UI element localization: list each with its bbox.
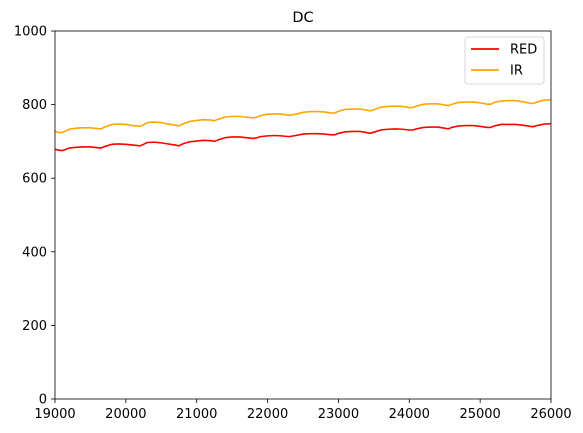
x-tick-label: 26000 <box>530 407 571 422</box>
y-tick-label: 600 <box>22 172 47 187</box>
y-tick-label: 400 <box>22 245 47 260</box>
x-tick-label: 25000 <box>459 407 500 422</box>
plot-area-frame <box>54 30 552 400</box>
y-tick-label: 0 <box>39 393 47 408</box>
y-tick-label: 800 <box>22 98 47 113</box>
y-tick-label: 1000 <box>14 25 47 40</box>
x-tick-label: 21000 <box>176 407 217 422</box>
x-axis-ticks: 19000 20000 21000 22000 23000 24000 25000 26000 <box>34 399 572 422</box>
legend-label-ir: IR <box>510 64 523 79</box>
x-tick-label: 22000 <box>247 407 288 422</box>
y-tick-label: 200 <box>22 319 47 334</box>
x-tick-label: 23000 <box>318 407 359 422</box>
legend: RED IR <box>464 36 545 85</box>
legend-label-red: RED <box>510 43 537 58</box>
series-line-ir <box>54 99 552 134</box>
x-tick-label: 24000 <box>389 407 430 422</box>
x-tick-label: 19000 <box>34 407 75 422</box>
chart-title: DC <box>292 10 313 26</box>
series-lines <box>54 99 552 152</box>
y-axis-ticks: 0 200 400 600 800 1000 <box>14 25 55 408</box>
series-line-red <box>54 122 552 152</box>
x-tick-label: 20000 <box>105 407 146 422</box>
